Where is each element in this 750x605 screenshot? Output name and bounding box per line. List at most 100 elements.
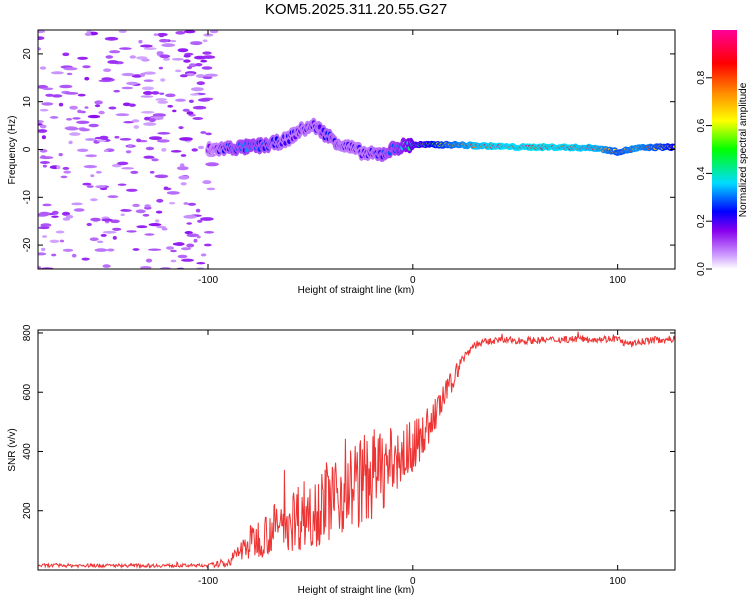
noise-speck: [72, 117, 81, 120]
noise-speck: [69, 105, 78, 110]
noise-speck: [151, 91, 160, 95]
noise-speck: [202, 51, 212, 55]
heatmap-xlabel: Height of straight line (km): [298, 285, 415, 296]
colorbar-tick-label: 0.4: [696, 166, 707, 180]
noise-speck: [95, 185, 106, 188]
noise-speck: [183, 214, 197, 219]
noise-speck: [195, 74, 206, 78]
noise-speck: [63, 170, 71, 174]
noise-speck: [196, 235, 201, 239]
noise-speck: [129, 55, 136, 59]
noise-speck: [49, 116, 59, 119]
noise-speck: [178, 126, 184, 130]
noise-speck: [39, 66, 47, 70]
noise-speck: [115, 113, 130, 117]
noise-speck: [191, 148, 198, 152]
noise-speck: [186, 66, 192, 70]
noise-speck: [73, 208, 85, 212]
noise-speck: [183, 54, 191, 58]
noise-speck: [133, 125, 139, 129]
noise-speck: [88, 123, 99, 128]
colorbar-tick-label: 0.0: [696, 262, 707, 276]
noise-speck: [166, 246, 174, 250]
noise-speck: [102, 230, 117, 234]
colorbar-tick-label: 0.8: [696, 70, 707, 84]
noise-speck: [39, 161, 51, 164]
noise-speck: [195, 208, 201, 213]
noise-speck: [144, 204, 151, 208]
noise-speck: [170, 249, 177, 253]
noise-speck: [51, 210, 59, 215]
noise-speck: [140, 95, 154, 98]
noise-speck: [136, 56, 148, 60]
snr-ytick-label: 800: [22, 324, 33, 341]
noise-speck: [64, 92, 79, 95]
noise-speck: [109, 50, 121, 54]
noise-speck: [49, 239, 60, 243]
noise-speck: [132, 203, 140, 208]
noise-speck: [59, 239, 65, 243]
noise-speck: [148, 248, 162, 251]
noise-speck: [196, 262, 206, 265]
noise-speck: [170, 39, 177, 43]
noise-speck: [76, 120, 90, 125]
noise-speck: [98, 110, 105, 115]
noise-speck: [161, 148, 167, 152]
noise-speck: [125, 150, 132, 154]
noise-speck: [187, 202, 197, 206]
noise-speck: [136, 225, 148, 229]
noise-speck: [61, 211, 71, 216]
noise-speck: [108, 106, 117, 110]
noise-speck: [148, 223, 162, 227]
noise-speck: [153, 33, 158, 36]
snr-ytick-label: 200: [22, 502, 33, 519]
noise-speck: [168, 201, 176, 205]
noise-speck: [171, 58, 185, 61]
noise-speck: [143, 155, 155, 159]
noise-speck: [39, 156, 54, 160]
noise-speck: [79, 110, 86, 114]
heatmap-ytick-label: -10: [22, 190, 33, 205]
noise-speck: [38, 120, 44, 124]
snr-ytick-label: 600: [22, 383, 33, 400]
noise-speck: [107, 60, 119, 64]
noise-speck: [186, 233, 200, 238]
noise-speck: [176, 166, 189, 171]
noise-speck: [145, 258, 153, 263]
noise-speck: [175, 31, 186, 35]
noise-speck: [154, 219, 160, 223]
noise-speck: [41, 247, 46, 252]
noise-speck: [38, 30, 46, 34]
noise-speck: [175, 98, 186, 102]
noise-speck: [128, 144, 133, 147]
noise-speck: [161, 43, 175, 48]
noise-speck: [145, 146, 155, 151]
heatmap-ylabel: Frequency (Hz): [7, 116, 18, 185]
noise-speck: [38, 266, 42, 269]
noise-speck: [51, 215, 59, 218]
noise-speck: [204, 73, 218, 77]
snr-series-line: [38, 331, 675, 570]
noise-speck: [90, 198, 98, 202]
noise-speck: [166, 191, 180, 195]
noise-speck: [105, 55, 114, 59]
noise-speck: [138, 39, 143, 44]
noise-speck: [114, 135, 120, 139]
noise-speck: [82, 182, 92, 186]
noise-speck: [170, 150, 182, 153]
noise-speck: [157, 132, 171, 135]
noise-speck: [179, 137, 193, 141]
noise-speck: [159, 92, 165, 95]
noise-speck: [97, 240, 104, 243]
noise-speck: [183, 59, 191, 63]
noise-speck: [163, 57, 170, 61]
noise-speck: [156, 225, 167, 229]
noise-speck: [190, 41, 203, 46]
heatmap-xtick-label: 0: [410, 275, 416, 286]
noise-speck: [167, 104, 174, 108]
noise-speck: [101, 77, 113, 81]
noise-speck: [121, 72, 135, 77]
noise-speck: [161, 227, 168, 231]
noise-speck: [197, 219, 203, 223]
noise-speck: [209, 30, 219, 34]
